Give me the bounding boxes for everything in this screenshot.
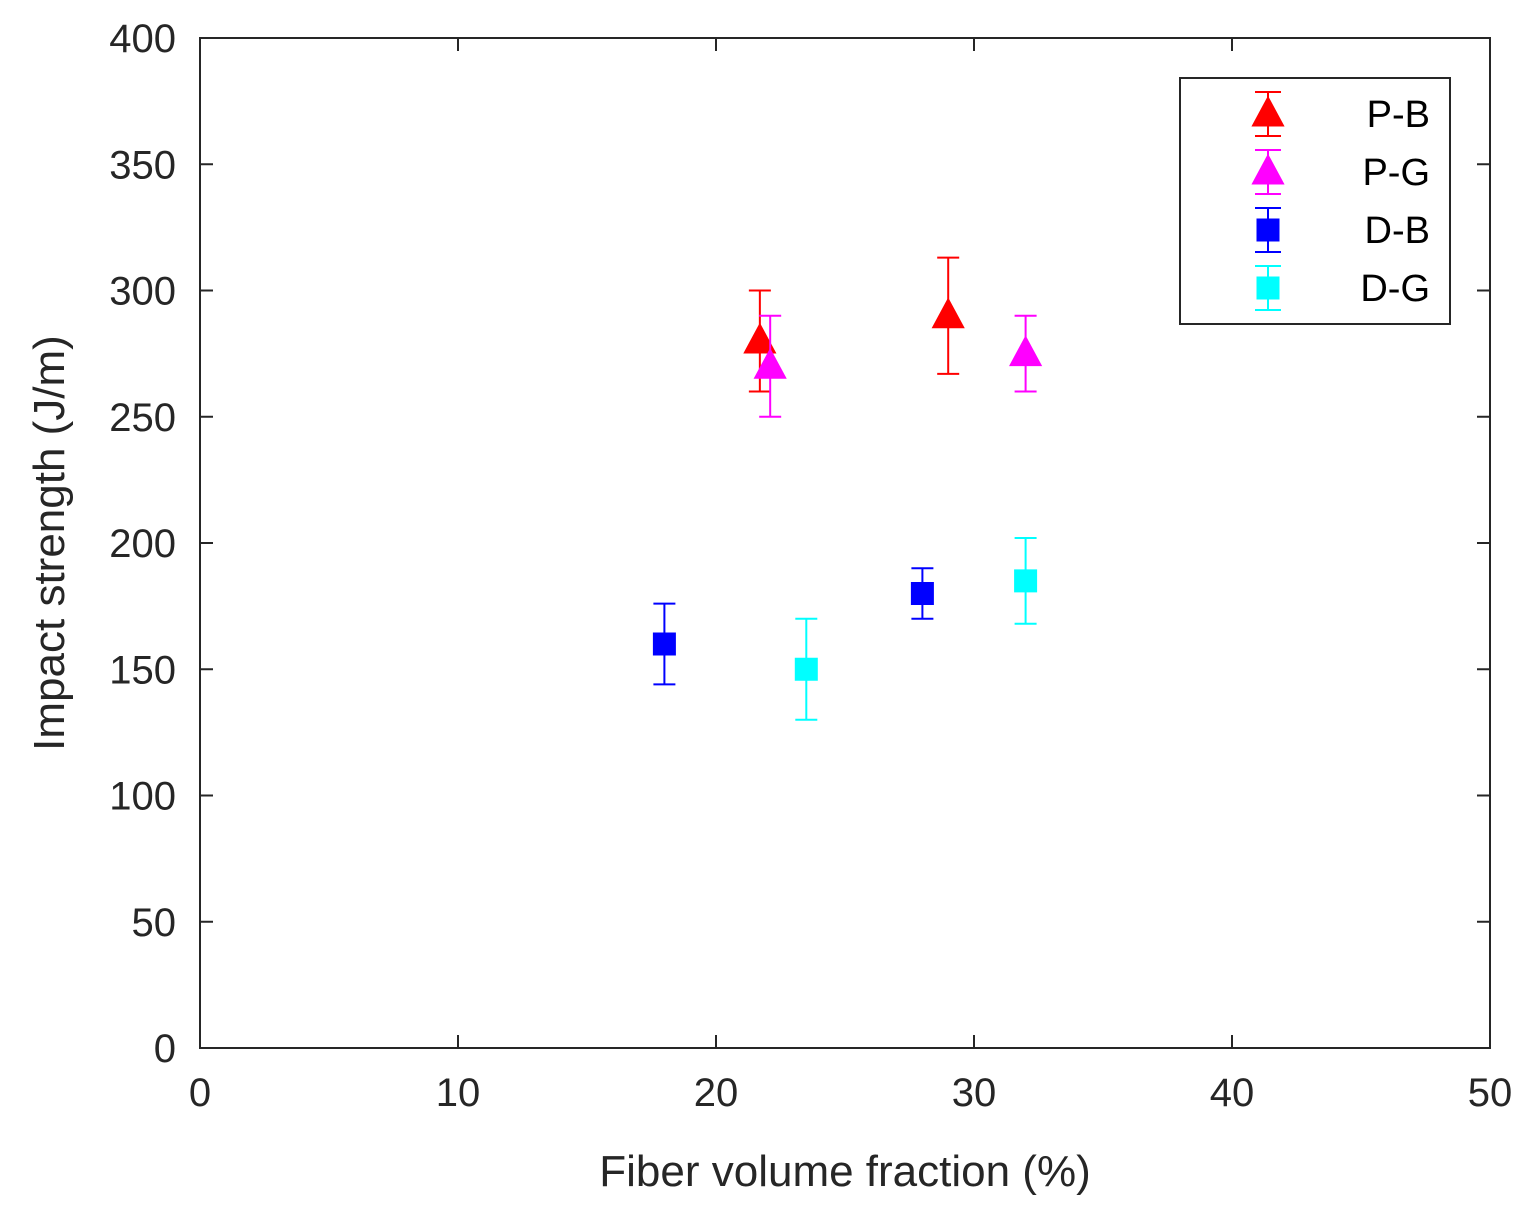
- y-axis-title: Impact strength (J/m): [25, 335, 74, 751]
- legend-label: D-B: [1365, 210, 1430, 252]
- y-tick-label: 200: [109, 522, 176, 566]
- x-axis-title: Fiber volume fraction (%): [599, 1147, 1090, 1196]
- y-tick-label: 100: [109, 775, 176, 819]
- legend-marker: [1251, 153, 1285, 185]
- data-point: [652, 632, 676, 656]
- data-point: [743, 322, 777, 354]
- y-tick-label: 350: [109, 143, 176, 187]
- data-point: [931, 297, 965, 329]
- series-d-g: [794, 536, 1038, 721]
- x-axis-ticks: 0 10 20 30 40 50: [189, 38, 1512, 1115]
- legend-entry-p-g: P-G: [1251, 149, 1430, 195]
- x-tick-label: 30: [952, 1071, 997, 1115]
- y-tick-label: 50: [132, 901, 177, 945]
- legend-entry-d-b: D-B: [1255, 207, 1430, 253]
- data-point: [1009, 335, 1043, 367]
- series-d-b: [652, 567, 934, 686]
- y-tick-label: 400: [109, 17, 176, 61]
- legend-entry-d-g: D-G: [1255, 265, 1430, 311]
- data-point: [753, 347, 787, 379]
- legend-marker: [1256, 218, 1280, 242]
- y-axis-ticks: 0 50 100 150 200 250 300 350 400: [109, 17, 1490, 1071]
- legend-label: P-B: [1367, 94, 1430, 136]
- legend-label: D-G: [1360, 268, 1430, 310]
- legend-entry-p-b: P-B: [1251, 91, 1430, 137]
- series-p-g: [753, 314, 1043, 418]
- x-tick-label: 20: [694, 1071, 739, 1115]
- legend: P-B P-G D-B D-G: [1179, 77, 1451, 325]
- data-point: [910, 582, 934, 605]
- y-tick-label: 0: [154, 1027, 176, 1071]
- x-tick-label: 10: [436, 1071, 481, 1115]
- y-tick-label: 300: [109, 270, 176, 314]
- legend-box: [1179, 77, 1451, 325]
- legend-marker: [1251, 95, 1285, 127]
- x-tick-label: 0: [189, 1071, 211, 1115]
- legend-marker: [1256, 276, 1280, 300]
- y-tick-label: 250: [109, 396, 176, 440]
- legend-label: P-G: [1362, 152, 1430, 194]
- x-tick-label: 50: [1468, 1071, 1513, 1115]
- y-tick-label: 150: [109, 648, 176, 692]
- data-point: [1014, 569, 1038, 593]
- data-point: [794, 657, 818, 681]
- x-tick-label: 40: [1210, 1071, 1255, 1115]
- data-series: [652, 256, 1043, 721]
